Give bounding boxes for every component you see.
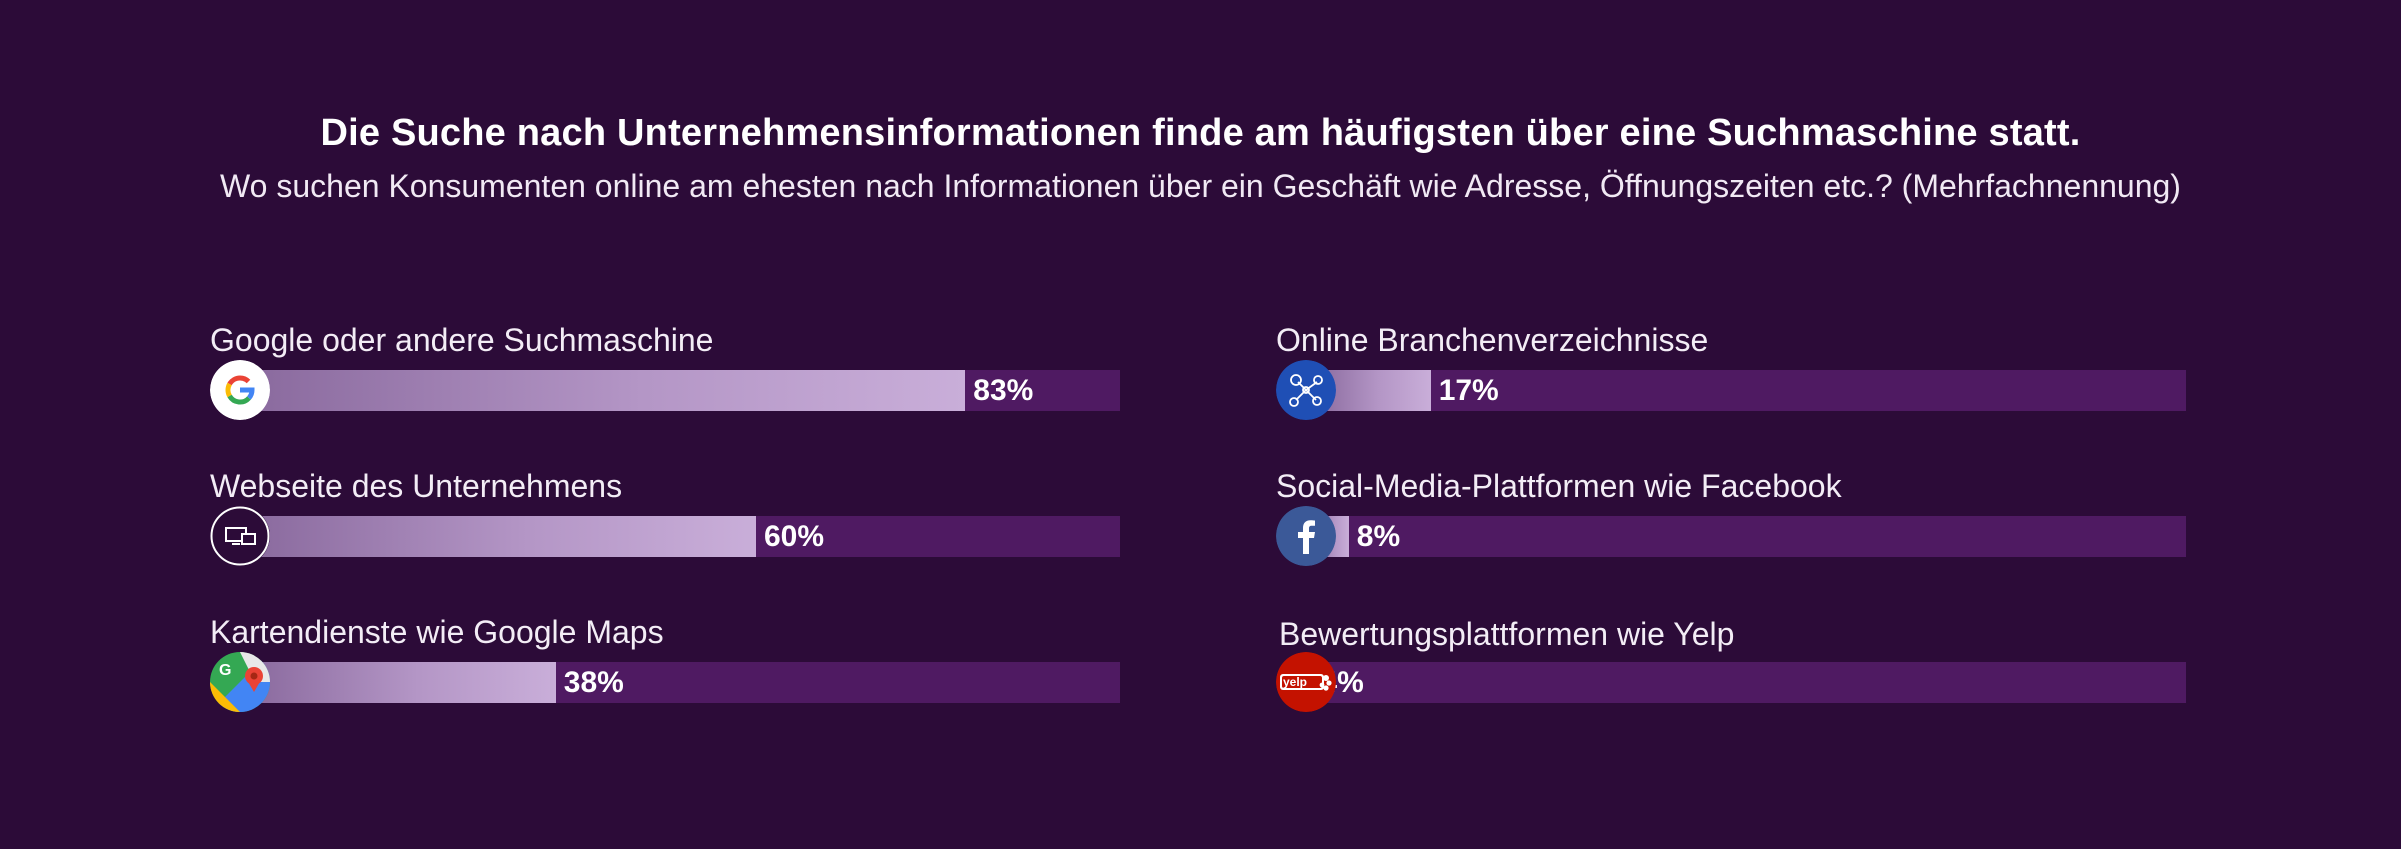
bar-label: Social-Media-Plattformen wie Facebook (1276, 468, 1842, 504)
yelp-icon: yelp (1276, 652, 1336, 712)
facebook-icon (1276, 506, 1336, 566)
bar-item-branchenverzeichnisse: Online Branchenverzeichnisse 17% (1276, 322, 2186, 432)
bar-fill (250, 516, 756, 557)
bar-value-label: 8% (1356, 520, 1401, 553)
chart-title: Die Suche nach Unternehmensinformationen… (320, 112, 2081, 154)
bar-track (1316, 516, 2186, 557)
bar-item-bewertungsplattformen: Bewertungsplattformen wie Yelp 4% yelp (1276, 614, 2186, 724)
google-icon (210, 360, 270, 420)
bar-label: Online Branchenverzeichnisse (1276, 322, 1709, 358)
bar-label: Google oder andere Suchmaschine (210, 322, 714, 358)
svg-text:yelp: yelp (1283, 675, 1307, 689)
bar-item-kartendienste: Kartendienste wie Google Maps 38% G (210, 614, 1120, 724)
bar-item-webseite: Webseite des Unternehmens 60% (210, 468, 1120, 578)
bar-fill (250, 662, 556, 703)
svg-text:G: G (219, 662, 231, 679)
bar-value-label: 60% (764, 520, 825, 553)
bar-fill (250, 370, 966, 411)
bar-label: Bewertungsplattformen wie Yelp (1279, 616, 1735, 652)
devices-icon (210, 506, 270, 566)
directory-icon (1276, 360, 1336, 420)
bar-value-label: 17% (1438, 374, 1499, 407)
chart-subtitle: Wo suchen Konsumenten online am ehesten … (220, 168, 2181, 204)
bar-value-label: 83% (973, 374, 1034, 407)
google-maps-icon: G (210, 652, 270, 712)
bar-value-label: 38% (563, 666, 624, 699)
bar-item-google: Google oder andere Suchmaschine 83% (210, 322, 1120, 432)
bar-label: Webseite des Unternehmens (210, 468, 623, 504)
bar-track (250, 516, 1120, 557)
bar-label: Kartendienste wie Google Maps (210, 614, 664, 650)
bar-item-social-media: Social-Media-Plattformen wie Facebook 8% (1276, 468, 2186, 578)
bar-track (250, 662, 1120, 703)
bar-track (250, 370, 1120, 411)
bar-track (1316, 662, 2186, 703)
